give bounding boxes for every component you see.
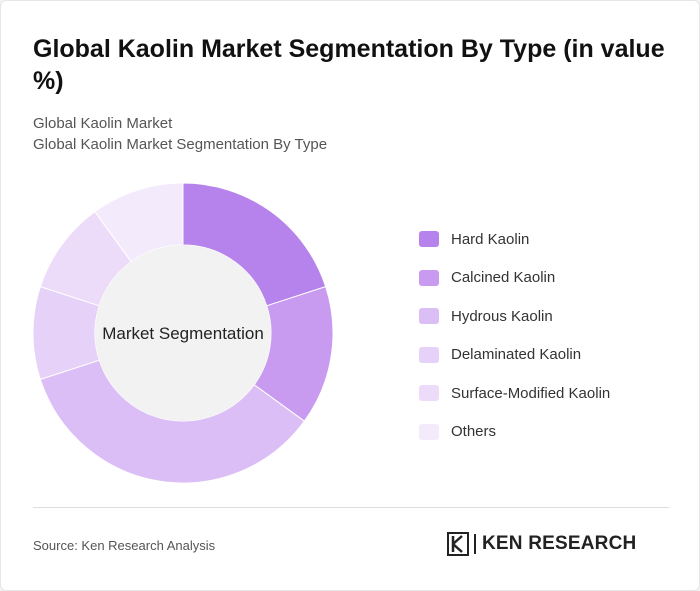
legend-item-surface-modified-kaolin: Surface-Modified Kaolin xyxy=(419,381,689,405)
logo-separator xyxy=(474,534,476,554)
ken-research-logo-icon xyxy=(447,532,469,556)
legend-label: Others xyxy=(451,423,497,440)
legend-item-others: Others xyxy=(419,420,689,444)
legend-swatch xyxy=(419,308,439,324)
chart-legend: Hard Kaolin Calcined Kaolin Hydrous Kaolin… xyxy=(419,227,689,458)
donut-slices xyxy=(33,183,333,483)
legend-label: Calcined Kaolin xyxy=(451,269,556,286)
chart-subtitle-market: Global Kaolin Market xyxy=(33,115,173,132)
legend-item-delaminated-kaolin: Delaminated Kaolin xyxy=(419,343,689,367)
legend-swatch xyxy=(419,231,439,247)
donut-chart: Market Segmentation xyxy=(33,183,333,483)
legend-item-calcined-kaolin: Calcined Kaolin xyxy=(419,266,689,290)
legend-swatch xyxy=(419,346,439,363)
ken-research-logo: KEN RESEARCH xyxy=(447,531,636,557)
donut-hole xyxy=(95,245,271,421)
donut-slice-others xyxy=(94,183,184,263)
legend-label: Hydrous Kaolin xyxy=(451,307,553,325)
source-note: Source: Ken Research Analysis xyxy=(33,538,216,553)
chart-title: Global Kaolin Market Segmentation By Typ… xyxy=(33,35,665,95)
legend-swatch xyxy=(419,423,439,440)
legend-label: Delaminated Kaolin xyxy=(451,346,582,363)
legend-swatch xyxy=(419,385,439,401)
donut-center-label: Market Segmentation xyxy=(102,324,264,343)
logo-text: KEN RESEARCH xyxy=(482,533,637,554)
footer-divider xyxy=(33,507,669,508)
legend-item-hard-kaolin: Hard Kaolin xyxy=(419,227,689,251)
legend-swatch xyxy=(419,269,439,286)
legend-label: Surface-Modified Kaolin xyxy=(451,384,611,402)
legend-item-hydrous-kaolin: Hydrous Kaolin xyxy=(419,304,689,328)
chart-subtitle-segmentation: Global Kaolin Market Segmentation By Typ… xyxy=(33,136,328,153)
legend-label: Hard Kaolin xyxy=(451,230,530,248)
